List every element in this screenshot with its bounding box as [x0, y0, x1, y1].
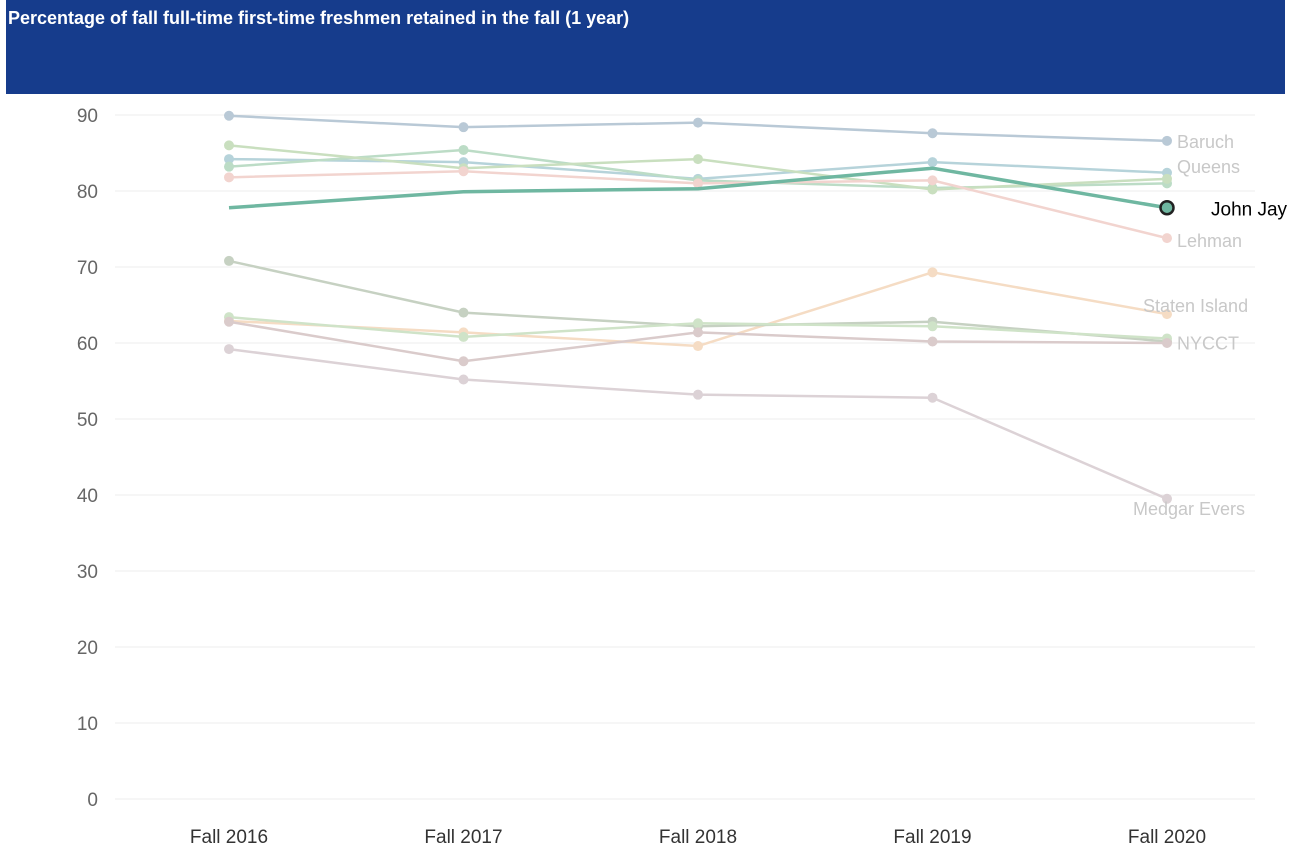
y-tick-label: 70: [77, 258, 98, 279]
x-axis-tick-labels: Fall 2016 Fall 2017 Fall 2018 Fall 2019 Fall…: [190, 827, 1206, 848]
data-point-lehman: [927, 175, 938, 186]
data-point-staten-island: [693, 341, 703, 352]
data-point-unlabeled: [1162, 173, 1172, 184]
y-tick-label: 30: [77, 562, 98, 583]
data-point-medgar-evers: [1162, 493, 1172, 504]
x-tick-label: Fall 2018: [659, 827, 737, 848]
data-point-unlabeled: [1162, 338, 1172, 348]
data-point-nycct: [458, 307, 469, 318]
data-point-medgar-evers: [693, 389, 703, 400]
x-tick-label: Fall 2016: [190, 827, 268, 848]
data-point-john-jay: [1159, 199, 1175, 216]
y-tick-label: 50: [77, 410, 98, 431]
y-tick-label: 20: [77, 638, 98, 659]
series-lines: [224, 110, 1175, 504]
data-point-unlabeled: [224, 140, 234, 151]
series-label-medgar-evers: Medgar Evers: [1133, 499, 1245, 519]
chart-title: Percentage of fall full-time first-time …: [8, 8, 630, 28]
data-point-staten-island: [927, 267, 938, 278]
data-point-unlabeled: [927, 184, 938, 195]
data-point-nycct: [224, 255, 234, 266]
data-point-queens: [927, 157, 938, 168]
data-point-medgar-evers: [927, 392, 938, 403]
data-point-baruch: [1162, 135, 1172, 146]
data-point-queens: [224, 154, 234, 165]
series-label-nycct: NYCCT: [1177, 333, 1239, 353]
x-tick-label: Fall 2020: [1128, 827, 1206, 848]
data-point-staten-island: [1162, 309, 1172, 320]
data-point-unlabeled: [458, 144, 469, 155]
y-tick-label: 80: [77, 182, 98, 203]
series-label-baruch: Baruch: [1177, 132, 1234, 152]
x-tick-label: Fall 2017: [424, 827, 502, 848]
data-point-baruch: [693, 117, 703, 128]
data-point-unlabeled: [458, 331, 469, 342]
y-axis-tick-labels: 0 10 20 30 40 50 60 70 80 90: [77, 106, 98, 811]
series-line-medgar-evers: [228, 347, 1168, 500]
series-label-john-jay: John Jay: [1211, 200, 1288, 221]
series-label-lehman: Lehman: [1177, 231, 1242, 251]
data-point-unlabeled: [927, 336, 938, 347]
data-point-unlabeled: [458, 356, 469, 367]
data-point-baruch: [224, 110, 234, 121]
data-point-lehman: [458, 166, 469, 177]
x-tick-label: Fall 2019: [893, 827, 971, 848]
data-point-unlabeled: [693, 327, 703, 338]
data-point-baruch: [458, 122, 469, 133]
data-point-lehman: [224, 172, 234, 183]
y-tick-label: 10: [77, 714, 98, 735]
series-labels: Baruch Queens Lehman Staten Island NYCCT Medg…: [1133, 132, 1288, 519]
series-label-queens: Queens: [1177, 157, 1240, 177]
data-point-medgar-evers: [458, 374, 469, 385]
data-point-unlabeled: [224, 161, 234, 172]
series-line-john-jay: [228, 166, 1168, 210]
data-point-unlabeled: [224, 316, 234, 327]
y-tick-label: 40: [77, 486, 98, 507]
series-label-staten-island: Staten Island: [1143, 296, 1248, 316]
data-point-lehman: [1162, 233, 1172, 244]
y-tick-label: 60: [77, 334, 98, 355]
data-point-baruch: [927, 128, 938, 139]
chart-header: Percentage of fall full-time first-time …: [6, 0, 1285, 94]
data-point-lehman: [693, 178, 703, 189]
data-point-unlabeled: [927, 321, 938, 332]
y-tick-label: 0: [87, 790, 98, 811]
data-point-unlabeled: [693, 318, 703, 329]
y-tick-label: 90: [77, 106, 98, 127]
data-point-medgar-evers: [224, 344, 234, 355]
data-point-unlabeled: [693, 154, 703, 165]
